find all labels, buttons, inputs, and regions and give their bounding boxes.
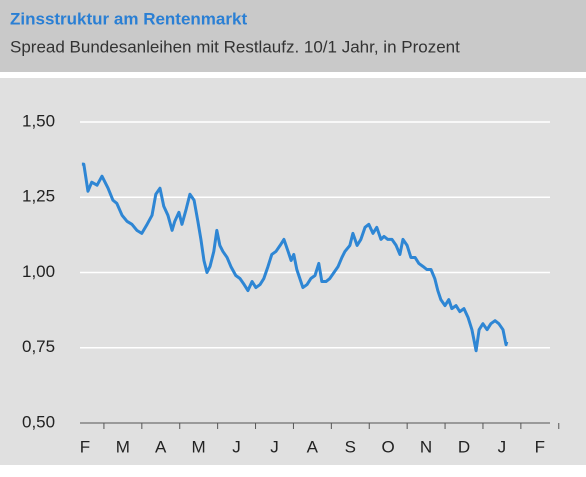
x-tick-label: A [155, 437, 167, 456]
y-tick-label: 0,50 [22, 412, 55, 431]
header-band [0, 0, 586, 72]
x-tick-label: J [498, 437, 507, 456]
x-tick-label: F [535, 437, 545, 456]
x-tick-label: M [116, 437, 130, 456]
x-tick-label: M [192, 437, 206, 456]
chart-title: Zinsstruktur am Rentenmarkt [10, 9, 247, 28]
x-tick-label: N [420, 437, 432, 456]
x-tick-label: J [232, 437, 241, 456]
data-line [81, 162, 509, 353]
x-tick-label: A [307, 437, 319, 456]
x-tick-label: S [345, 437, 356, 456]
y-tick-label: 1,25 [22, 187, 55, 206]
y-tick-label: 1,50 [22, 111, 55, 130]
y-tick-label: 0,75 [22, 337, 55, 356]
y-tick-label: 1,00 [22, 262, 55, 281]
plot-panel [0, 78, 586, 465]
chart-subtitle: Spread Bundesanleihen mit Restlaufz. 10/… [10, 37, 460, 56]
x-tick-label: D [458, 437, 470, 456]
x-tick-label: J [270, 437, 279, 456]
x-tick-label: O [382, 437, 395, 456]
x-tick-label: F [80, 437, 90, 456]
